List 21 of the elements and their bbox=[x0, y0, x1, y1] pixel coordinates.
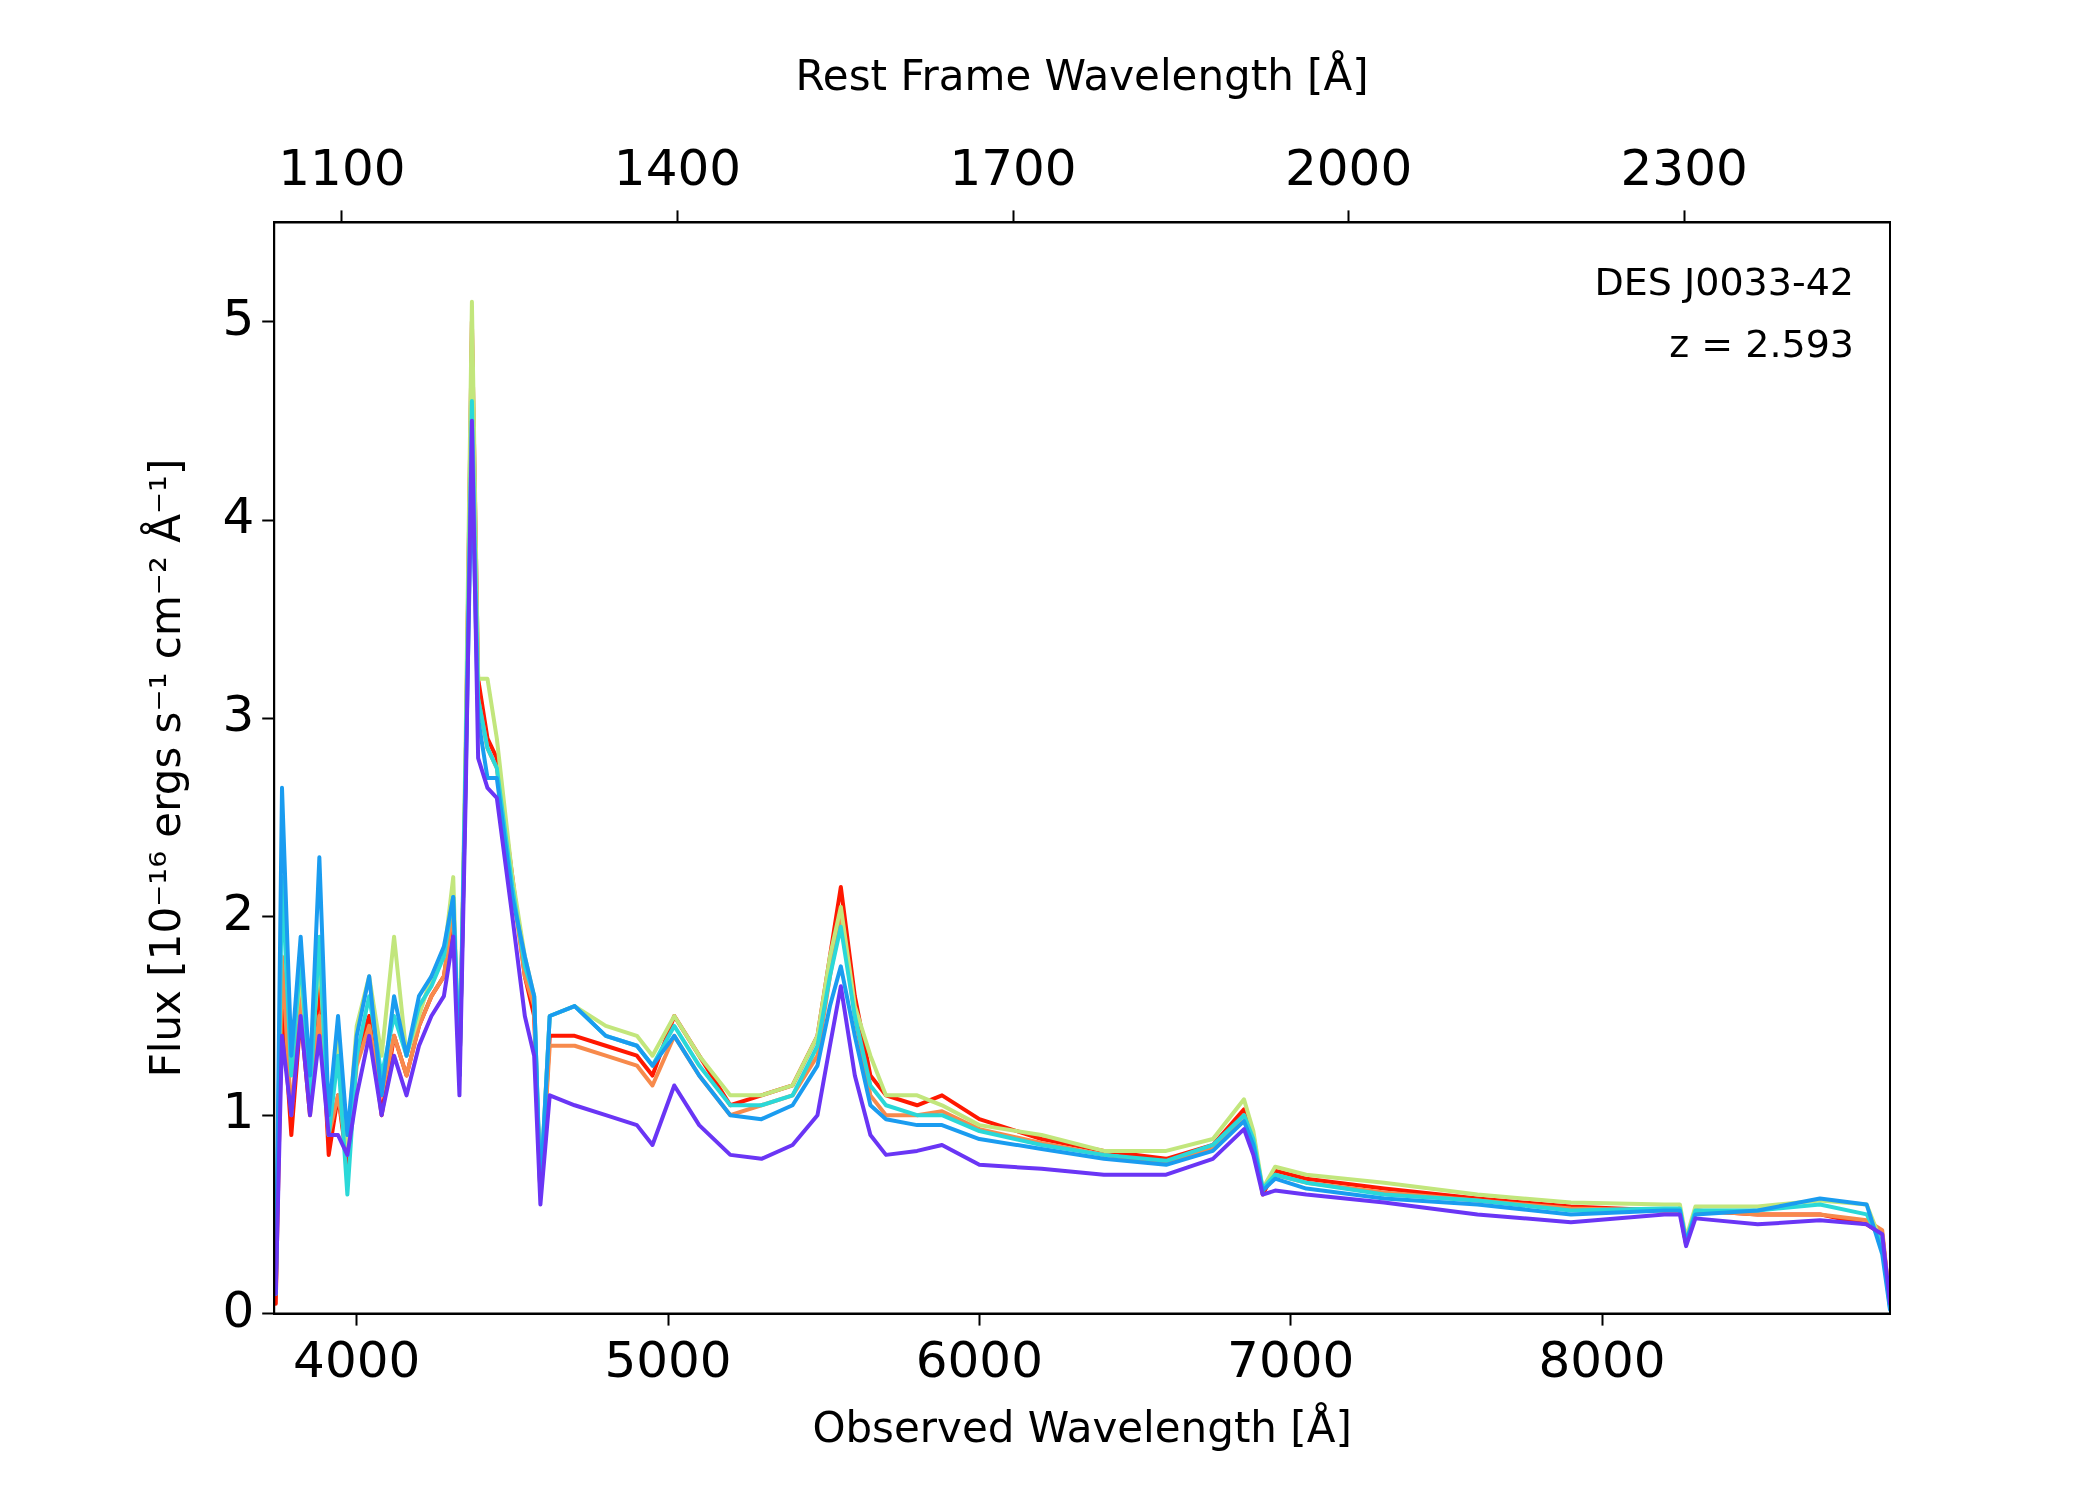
x-tick-label: 7000 bbox=[1227, 1330, 1355, 1389]
x-axis-title: Observed Wavelength [Å] bbox=[812, 1401, 1352, 1452]
x2-tick-label: 1700 bbox=[949, 139, 1077, 198]
x2-tick-label: 1400 bbox=[613, 139, 742, 198]
x-tick-label: 5000 bbox=[604, 1330, 732, 1389]
y-tick-label: 3 bbox=[222, 685, 255, 744]
x2-axis-title: Rest Frame Wavelength [Å] bbox=[795, 50, 1369, 101]
y-tick-label: 0 bbox=[222, 1280, 255, 1339]
x-tick-label: 8000 bbox=[1538, 1330, 1666, 1389]
x-tick-label: 4000 bbox=[293, 1330, 421, 1389]
x2-tick-label: 2300 bbox=[1620, 139, 1748, 198]
y-tick-label: 5 bbox=[222, 288, 255, 347]
x-tick-label: 6000 bbox=[915, 1330, 1043, 1389]
x2-tick-label: 1100 bbox=[278, 139, 406, 198]
y-axis-title: Flux [10⁻¹⁶ ergs s⁻¹ cm⁻² Å⁻¹] bbox=[140, 458, 191, 1078]
y-tick-label: 4 bbox=[222, 486, 255, 545]
y-tick-label: 2 bbox=[222, 883, 255, 942]
y-tick-label: 1 bbox=[222, 1082, 255, 1141]
annotation: z = 2.593 bbox=[1669, 322, 1854, 367]
annotation: DES J0033-42 bbox=[1594, 260, 1854, 305]
x2-tick-label: 2000 bbox=[1284, 139, 1413, 198]
